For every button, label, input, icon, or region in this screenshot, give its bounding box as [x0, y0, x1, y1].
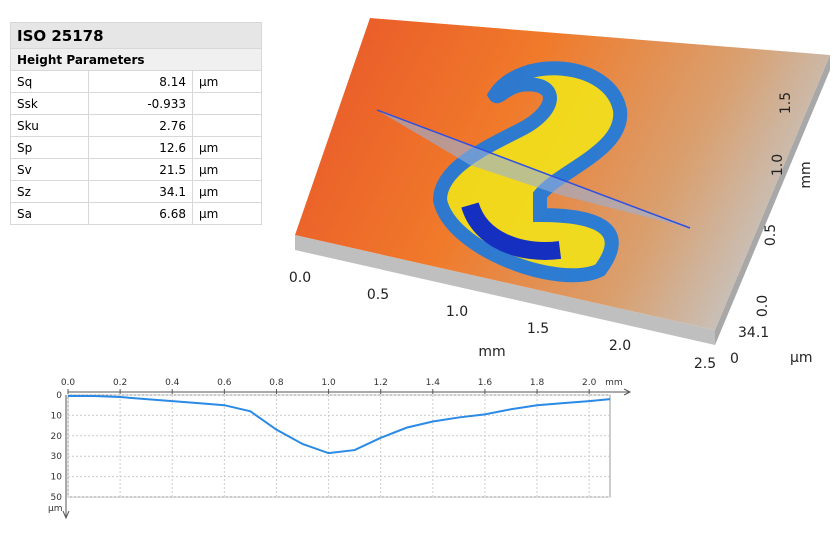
profile-chart: 0.0 0.2 0.4 0.6 0.8 1.0 1.2 1.4 1.6 1.8 2.0 mm 0 10 20… — [48, 378, 632, 520]
x-tick-label: 1.8 — [530, 378, 545, 388]
param-name: Sa — [10, 202, 89, 225]
x-tick-label: 1.2 — [374, 378, 388, 388]
x-tick-label: 1.6 — [478, 378, 493, 388]
x-tick-label: 0.2 — [113, 378, 127, 388]
x-tick-label: 1.4 — [426, 378, 441, 388]
x-tick-label: 1.0 — [321, 378, 336, 388]
x-unit: mm — [605, 378, 623, 388]
y-axis-arrowhead — [62, 510, 70, 520]
x-tick-label-3d: 1.0 — [446, 304, 468, 320]
table-header: Height Parameters — [10, 48, 262, 71]
x-tick-label-3d: 2.0 — [609, 338, 631, 354]
y-tick-label-3d: 1.5 — [778, 92, 794, 114]
surface-imprint-deep — [461, 201, 562, 260]
profile-line — [68, 395, 611, 455]
x-tick-label: 0.6 — [217, 378, 232, 388]
param-unit: µm — [192, 202, 262, 225]
y-tick-label: 50 — [51, 493, 63, 503]
y-tick-label: 20 — [51, 432, 63, 442]
y-tick-label-3d: 0.0 — [755, 295, 771, 317]
x-tick-label: 2.0 — [582, 378, 597, 388]
table-row: Sq 8.14 µm — [10, 70, 262, 93]
profile-line — [376, 109, 691, 229]
x-axis-arrowhead — [623, 388, 632, 396]
surface-front-side — [295, 235, 715, 345]
y-tick-label: 10 — [51, 411, 63, 421]
x-tick-label-3d: 2.5 — [694, 356, 716, 372]
z-tick-label-3d: 0 — [730, 351, 739, 367]
param-value: 21.5 — [88, 158, 193, 181]
param-name: Sku — [10, 114, 89, 137]
y-tick-label: 30 — [51, 452, 63, 462]
y-tick-label-3d: 0.5 — [763, 224, 779, 246]
plot-frame — [67, 394, 611, 498]
z-tick-label-3d: 34.1 — [738, 325, 769, 341]
y-unit-3d: mm — [798, 161, 814, 188]
table-row: Sa 6.68 µm — [10, 202, 262, 225]
x-unit-3d: mm — [478, 344, 505, 360]
param-value: 8.14 — [88, 70, 193, 93]
x-tick-label-3d: 0.5 — [367, 287, 389, 303]
table-row: Sv 21.5 µm — [10, 158, 262, 181]
surface-3d — [295, 18, 830, 345]
x-tick-label: 0.0 — [61, 378, 76, 388]
table-title: ISO 25178 — [10, 22, 262, 49]
y-tick-label: 0 — [56, 391, 62, 401]
parameter-table: ISO 25178 Height Parameters Sq 8.14 µm Ssk -… — [10, 22, 262, 225]
y-unit: µm — [48, 504, 63, 514]
surface-right-side — [715, 55, 830, 345]
x-tick-label: 0.8 — [269, 378, 284, 388]
z-unit-3d: µm — [790, 350, 813, 366]
x-tick-label-3d: 0.0 — [289, 270, 311, 286]
y-tick-label-3d: 1.0 — [770, 154, 786, 176]
x-tick-label: 0.4 — [165, 378, 180, 388]
y-tick-label: 10 — [51, 473, 63, 483]
param-value: 6.68 — [88, 202, 193, 225]
table-row: Sku 2.76 — [10, 114, 262, 137]
x-tick-label-3d: 1.5 — [527, 321, 549, 337]
table-row: Sp 12.6 µm — [10, 136, 262, 159]
